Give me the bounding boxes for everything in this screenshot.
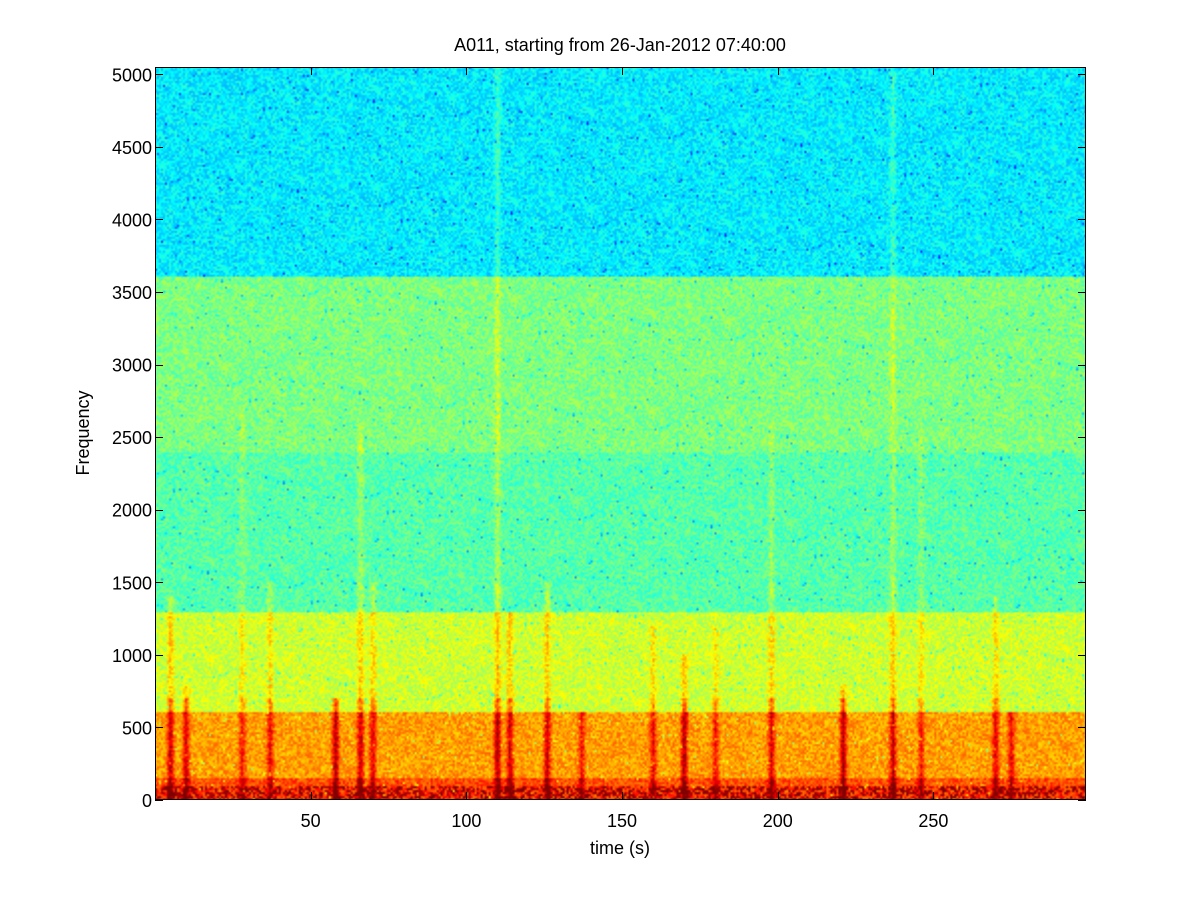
spectrogram-image	[155, 67, 1086, 800]
y-tick-label: 4500	[112, 138, 152, 158]
x-axis: 50 100 150 200 250	[301, 67, 948, 831]
x-tick-label: 250	[918, 811, 948, 831]
x-tick-label: 50	[301, 811, 321, 831]
y-tick-label: 3000	[112, 356, 152, 376]
y-tick-label: 1000	[112, 646, 152, 666]
chart-title: A011, starting from 26-Jan-2012 07:40:00	[454, 35, 786, 55]
y-tick-label: 2500	[112, 428, 152, 448]
y-tick-label: 3500	[112, 283, 152, 303]
x-tick-label: 100	[451, 811, 481, 831]
plot-area	[155, 67, 1086, 800]
y-tick-label: 2000	[112, 501, 152, 521]
y-tick-label: 4000	[112, 210, 152, 230]
y-axis-label: Frequency	[73, 390, 93, 475]
x-tick-label: 150	[607, 811, 637, 831]
y-axis: 0 500 1000 1500 2000 2500 3000 3500 4000 4500 5000	[112, 65, 1086, 811]
y-tick-label: 500	[122, 718, 152, 738]
y-tick-label: 1500	[112, 573, 152, 593]
y-tick-label: 5000	[112, 65, 152, 85]
x-axis-label: time (s)	[590, 838, 650, 858]
axes-box	[155, 67, 1086, 800]
y-tick-label: 0	[142, 791, 152, 811]
x-tick-label: 200	[763, 811, 793, 831]
